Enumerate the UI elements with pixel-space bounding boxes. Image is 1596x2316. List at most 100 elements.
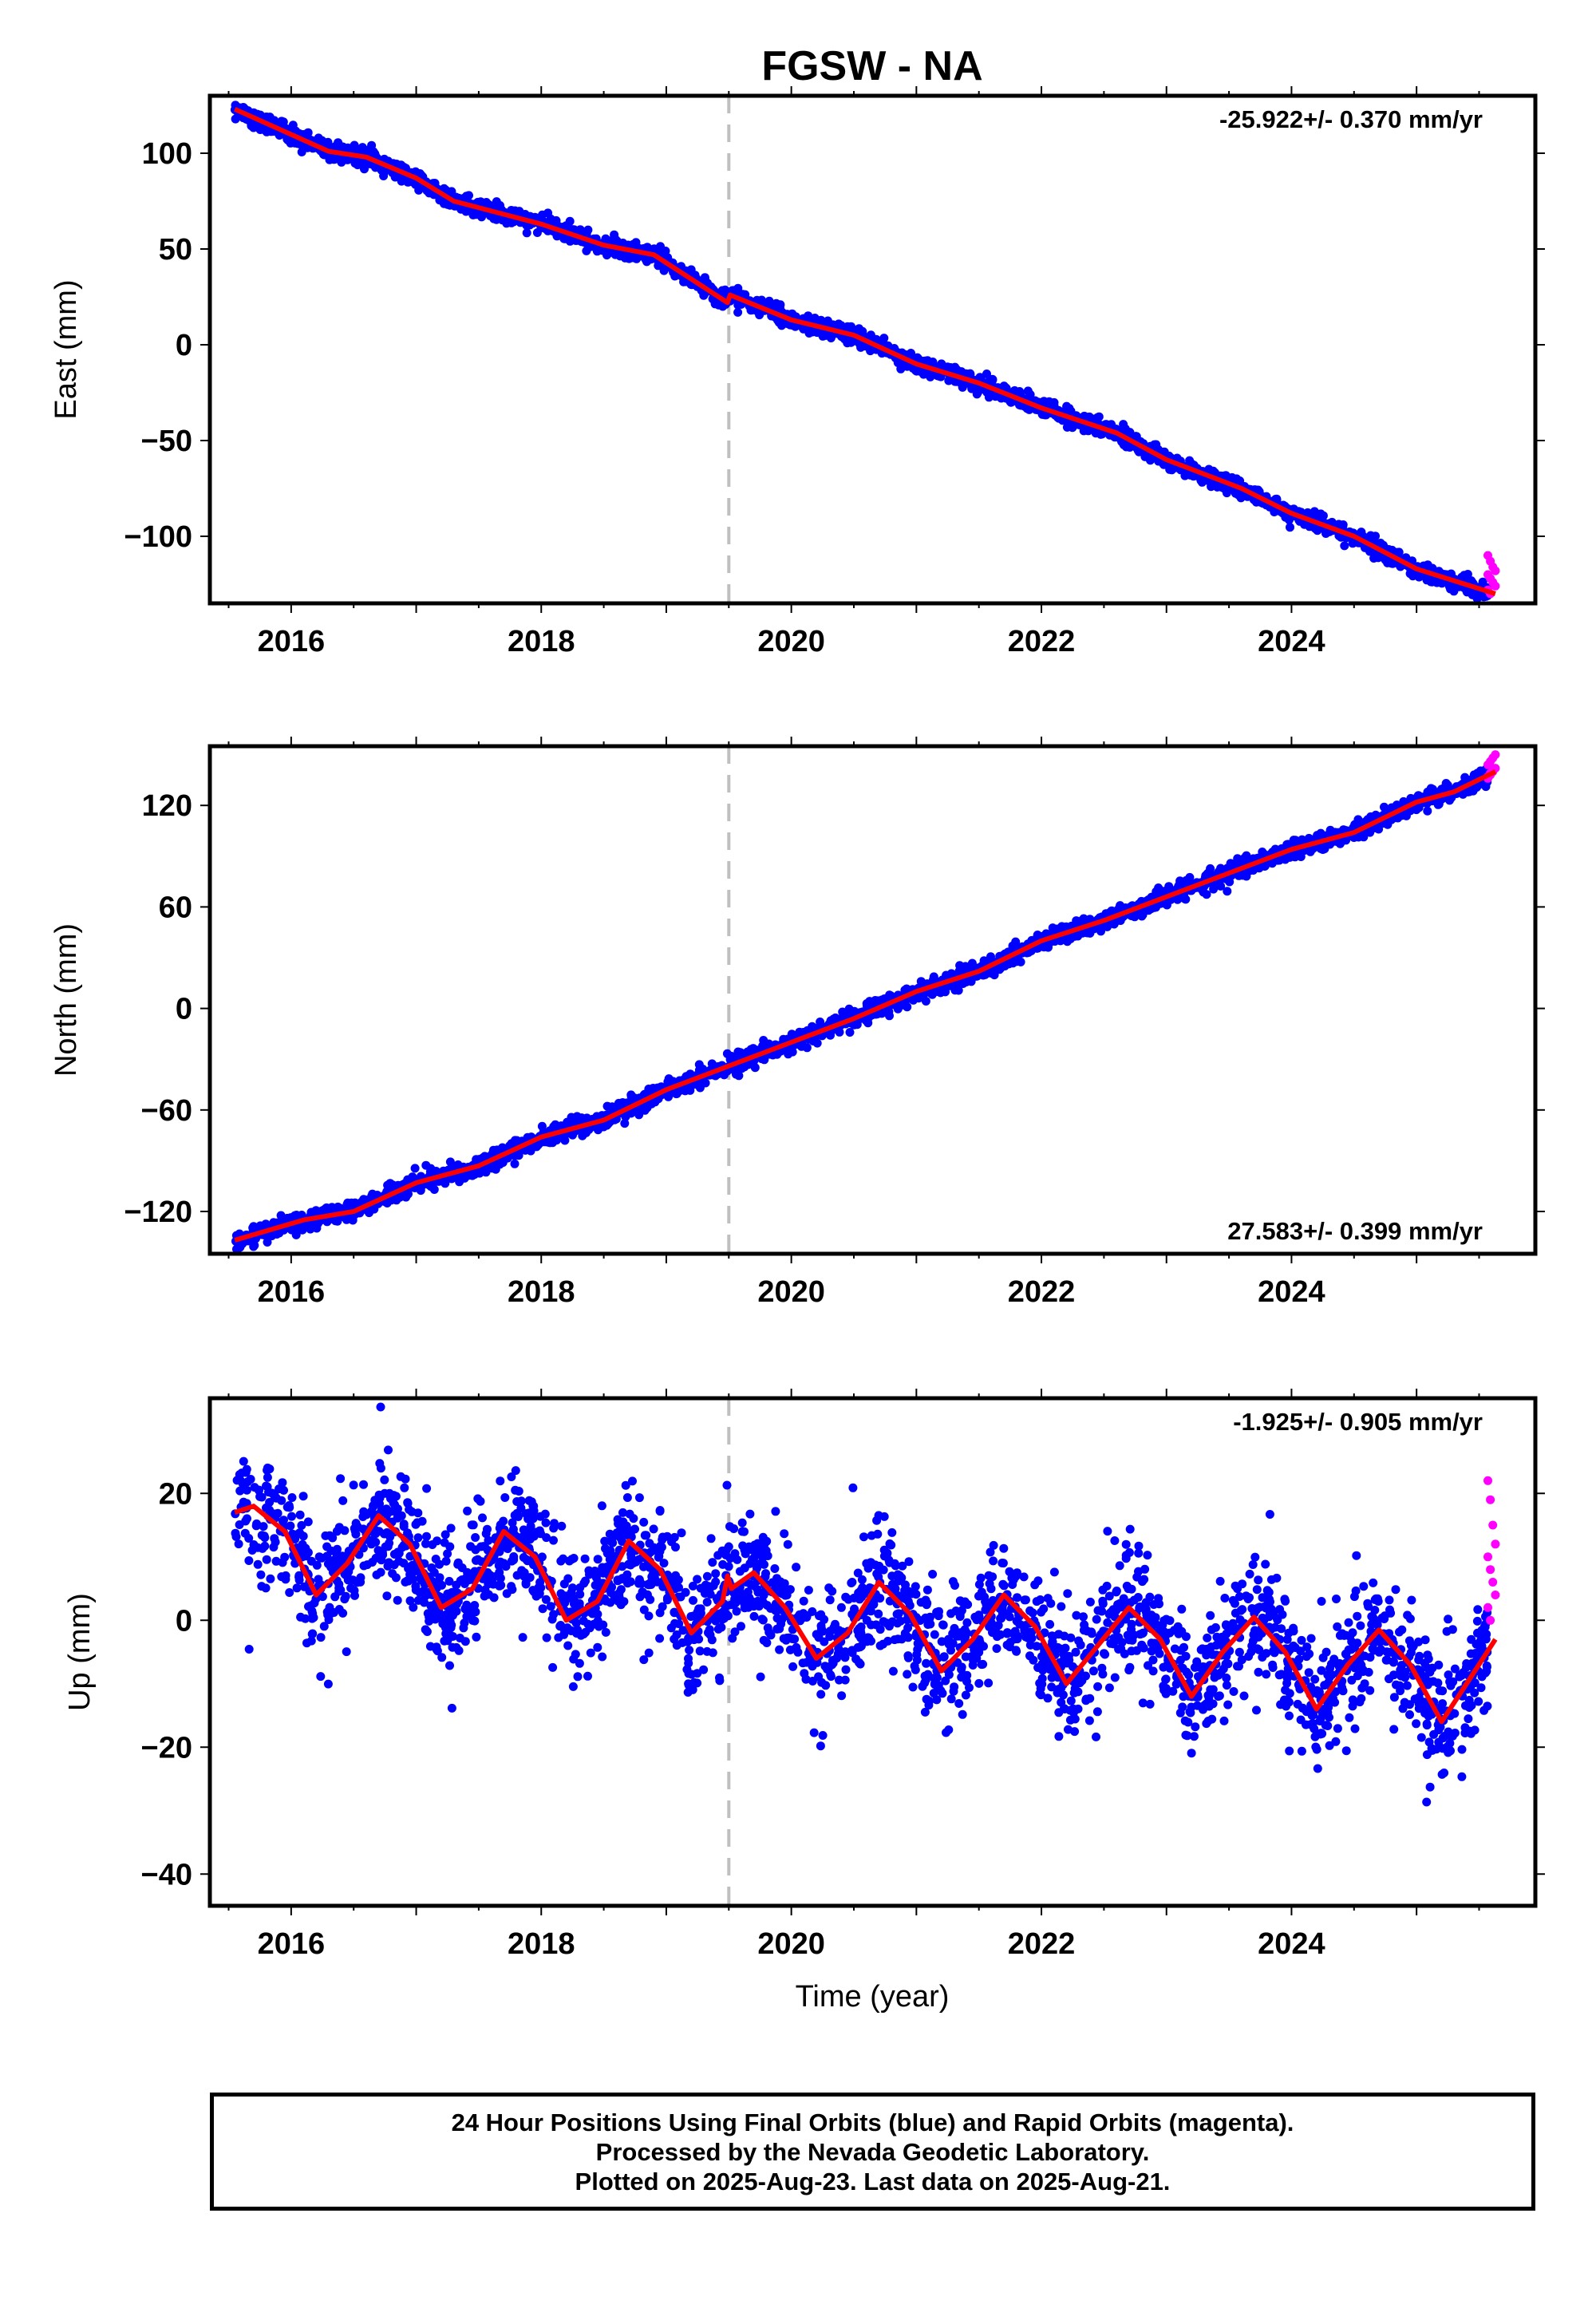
- final-orbit-point: [866, 346, 875, 356]
- final-orbit-point: [661, 247, 670, 255]
- final-orbit-point: [1025, 405, 1034, 414]
- final-orbit-point: [410, 1164, 420, 1173]
- final-orbit-point: [286, 136, 296, 145]
- final-orbit-point: [979, 956, 989, 966]
- final-orbit-point: [1365, 547, 1375, 556]
- rapid-orbit-point: [1491, 566, 1500, 575]
- final-orbit-point: [522, 228, 531, 238]
- final-orbit-point: [1302, 508, 1312, 518]
- x-tick-label: 2016: [258, 1275, 326, 1309]
- final-orbit-point: [1414, 572, 1424, 582]
- final-orbit-point: [804, 311, 813, 321]
- y-tick-label: 50: [159, 233, 192, 267]
- final-orbit-point: [565, 216, 575, 226]
- final-orbit-point: [1233, 854, 1242, 864]
- final-orbit-point: [421, 1160, 431, 1170]
- final-orbit-point: [399, 162, 409, 172]
- final-orbit-point: [1196, 476, 1206, 485]
- final-orbit-point: [440, 1179, 450, 1188]
- final-orbit-point: [445, 1157, 455, 1167]
- x-tick-label: 2018: [508, 1275, 575, 1309]
- final-orbit-point: [249, 123, 259, 132]
- final-orbit-point: [1084, 412, 1094, 421]
- final-orbit-point: [302, 128, 312, 138]
- final-orbit-point: [550, 217, 559, 226]
- final-orbit-point: [1006, 397, 1016, 407]
- y-tick-label: −50: [141, 425, 192, 458]
- chart-title: FGSW - NA: [761, 43, 982, 89]
- final-orbit-point: [710, 299, 720, 309]
- final-orbit-point: [791, 322, 800, 331]
- final-orbit-point: [847, 322, 855, 331]
- final-orbit-point: [249, 1242, 259, 1251]
- final-orbit-point: [839, 334, 849, 344]
- final-orbit-point: [602, 1101, 612, 1111]
- plot-area: [230, 101, 1500, 603]
- final-orbit-point: [510, 1159, 519, 1168]
- x-tick-label: 2024: [1258, 625, 1325, 658]
- final-orbit-point: [463, 206, 472, 215]
- x-tick-label: 2022: [1008, 625, 1076, 658]
- final-orbit-point: [605, 236, 614, 246]
- y-tick-label: −100: [124, 520, 192, 554]
- final-orbit-point: [350, 140, 359, 150]
- y-tick-label: 0: [176, 993, 192, 1026]
- final-orbit-point: [1463, 570, 1472, 579]
- y-tick-label: 0: [176, 329, 192, 362]
- x-tick-label: 2020: [757, 1275, 825, 1309]
- final-orbit-point: [973, 388, 982, 397]
- x-tick-label: 2024: [1258, 1275, 1325, 1309]
- final-orbit-point: [991, 392, 1000, 401]
- final-orbit-point: [1219, 471, 1228, 480]
- final-orbit-point: [1235, 476, 1245, 485]
- final-orbit-points: [230, 101, 1492, 603]
- final-orbit-point: [1025, 389, 1035, 399]
- final-orbit-point: [328, 1203, 338, 1213]
- y-axis-label: North (mm): [49, 923, 83, 1077]
- final-orbit-point: [1286, 523, 1294, 532]
- y-tick-label: 120: [142, 789, 192, 823]
- final-orbit-point: [982, 370, 991, 378]
- rate-label: -25.922+/- 0.370 mm/yr: [1219, 105, 1483, 133]
- final-orbit-point: [946, 363, 955, 372]
- y-tick-label: 60: [159, 891, 192, 924]
- final-orbit-point: [1068, 423, 1077, 433]
- rapid-orbit-point: [1491, 581, 1500, 591]
- final-orbit-point: [489, 214, 499, 223]
- x-tick-label: 2018: [508, 625, 575, 658]
- final-orbit-point: [893, 1004, 903, 1014]
- x-tick-label: 2020: [757, 625, 825, 658]
- final-orbit-point: [291, 1230, 301, 1239]
- final-orbit-point: [941, 987, 950, 997]
- final-orbit-point: [1444, 582, 1454, 591]
- final-orbit-point: [1223, 887, 1232, 896]
- model-curve: [234, 107, 1496, 596]
- final-orbit-point: [1119, 420, 1128, 429]
- final-orbit-point: [1338, 520, 1348, 529]
- x-tick-label: 2016: [258, 625, 326, 658]
- final-orbit-point: [1222, 488, 1231, 498]
- final-orbit-point: [1172, 453, 1182, 463]
- final-orbit-point: [717, 286, 727, 295]
- final-orbit-point: [231, 114, 240, 124]
- final-orbit-point: [733, 307, 743, 317]
- final-orbit-point: [1121, 442, 1131, 452]
- final-orbit-point: [594, 1125, 602, 1135]
- final-orbit-point: [440, 199, 448, 208]
- y-axis-label: East (mm): [49, 279, 83, 419]
- final-orbit-point: [1426, 577, 1436, 587]
- final-orbit-point: [538, 210, 547, 219]
- final-orbit-point: [232, 1244, 241, 1254]
- final-orbit-point: [776, 300, 785, 310]
- plot-frame: [207, 93, 1538, 606]
- final-orbit-point: [1234, 490, 1243, 500]
- plot-area: [231, 750, 1500, 1254]
- final-orbit-point: [565, 236, 575, 246]
- final-orbit-point: [297, 148, 306, 156]
- final-orbit-point: [1348, 539, 1357, 548]
- final-orbit-point: [360, 164, 369, 174]
- final-orbit-point: [1380, 802, 1389, 812]
